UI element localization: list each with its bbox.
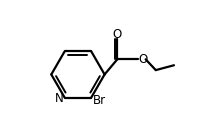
Text: O: O bbox=[113, 28, 122, 41]
Text: O: O bbox=[138, 53, 148, 66]
Text: N: N bbox=[55, 92, 64, 105]
Text: Br: Br bbox=[93, 94, 106, 108]
